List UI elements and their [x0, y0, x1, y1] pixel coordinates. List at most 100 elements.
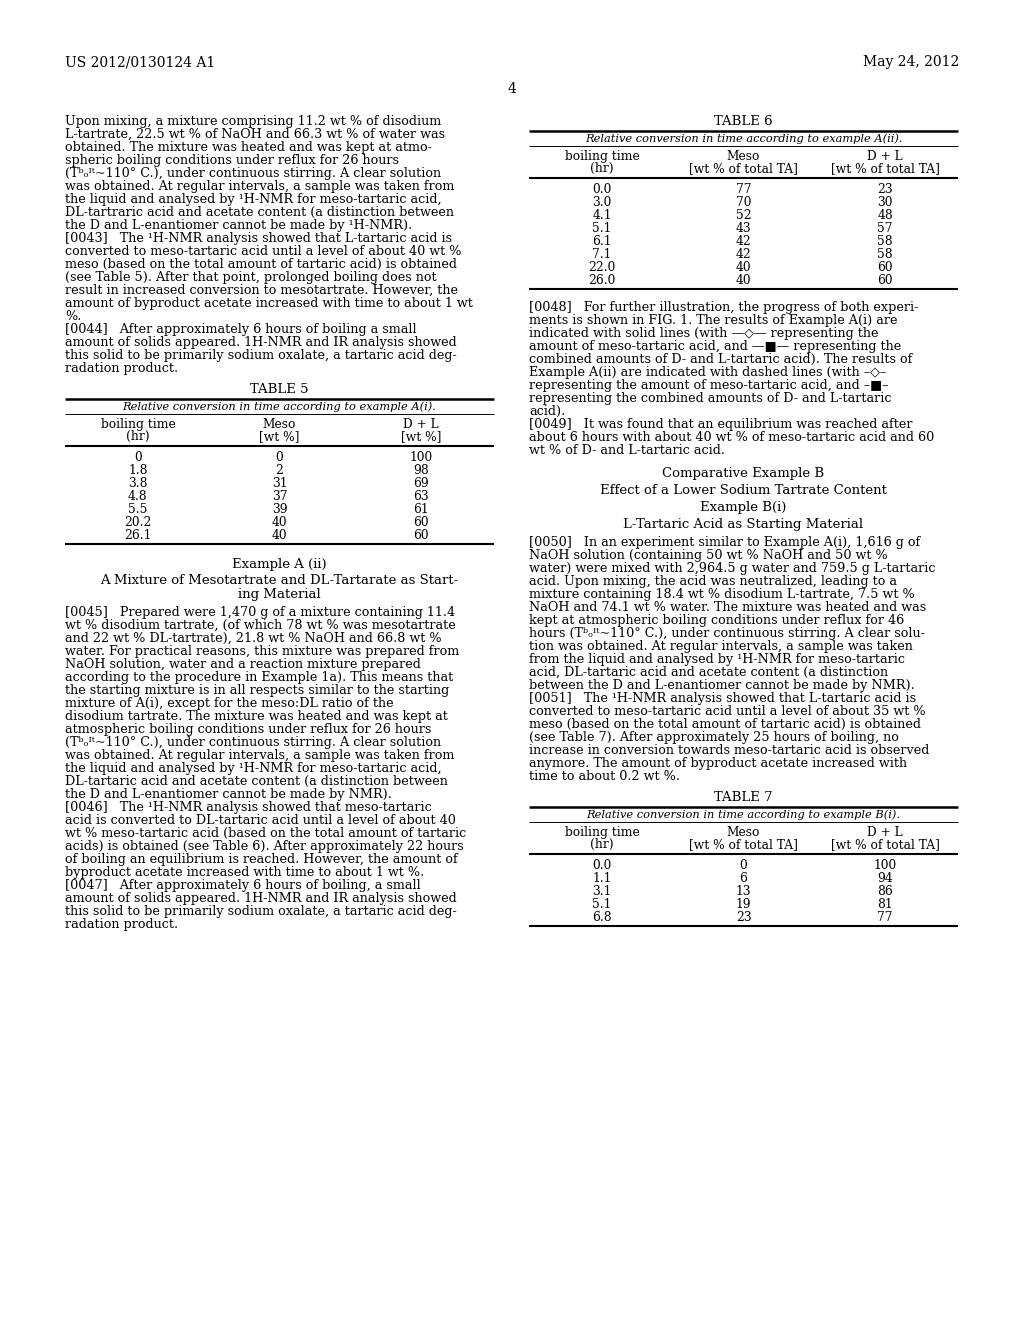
- Text: TABLE 5: TABLE 5: [250, 383, 309, 396]
- Text: 5.1: 5.1: [592, 898, 611, 911]
- Text: Meso: Meso: [727, 826, 760, 840]
- Text: 5.1: 5.1: [592, 222, 611, 235]
- Text: anymore. The amount of byproduct acetate increased with: anymore. The amount of byproduct acetate…: [529, 756, 907, 770]
- Text: (hr): (hr): [590, 838, 613, 851]
- Text: 60: 60: [878, 261, 893, 275]
- Text: radation product.: radation product.: [65, 362, 178, 375]
- Text: spheric boiling conditions under reflux for 26 hours: spheric boiling conditions under reflux …: [65, 154, 399, 168]
- Text: 3.1: 3.1: [592, 884, 611, 898]
- Text: the liquid and analysed by ¹H-NMR for meso-tartaric acid,: the liquid and analysed by ¹H-NMR for me…: [65, 193, 441, 206]
- Text: TABLE 7: TABLE 7: [714, 791, 773, 804]
- Text: amount of byproduct acetate increased with time to about 1 wt: amount of byproduct acetate increased wi…: [65, 297, 473, 310]
- Text: Example A(ii) are indicated with dashed lines (with –◇–: Example A(ii) are indicated with dashed …: [529, 366, 886, 379]
- Text: 43: 43: [735, 222, 752, 235]
- Text: and 22 wt % DL-tartrate), 21.8 wt % NaOH and 66.8 wt %: and 22 wt % DL-tartrate), 21.8 wt % NaOH…: [65, 632, 441, 645]
- Text: according to the procedure in Example 1a). This means that: according to the procedure in Example 1a…: [65, 671, 454, 684]
- Text: 40: 40: [735, 275, 752, 286]
- Text: 22.0: 22.0: [588, 261, 615, 275]
- Text: TABLE 6: TABLE 6: [714, 115, 773, 128]
- Text: [wt % of total TA]: [wt % of total TA]: [689, 838, 798, 851]
- Text: 20.2: 20.2: [124, 516, 152, 529]
- Text: meso (based on the total amount of tartaric acid) is obtained: meso (based on the total amount of tarta…: [65, 257, 457, 271]
- Text: 0.0: 0.0: [592, 183, 611, 195]
- Text: [0050]   In an experiment similar to Example A(i), 1,616 g of: [0050] In an experiment similar to Examp…: [529, 536, 921, 549]
- Text: L-Tartaric Acid as Starting Material: L-Tartaric Acid as Starting Material: [624, 517, 863, 531]
- Text: 60: 60: [878, 275, 893, 286]
- Text: 39: 39: [271, 503, 288, 516]
- Text: meso (based on the total amount of tartaric acid) is obtained: meso (based on the total amount of tarta…: [529, 718, 921, 731]
- Text: NaOH solution, water and a reaction mixture prepared: NaOH solution, water and a reaction mixt…: [65, 657, 421, 671]
- Text: boiling time: boiling time: [100, 418, 175, 432]
- Text: 52: 52: [735, 209, 752, 222]
- Text: [wt %]: [wt %]: [259, 430, 300, 444]
- Text: 86: 86: [878, 884, 893, 898]
- Text: 3.8: 3.8: [128, 477, 147, 490]
- Text: 77: 77: [878, 911, 893, 924]
- Text: [0047]   After approximately 6 hours of boiling, a small: [0047] After approximately 6 hours of bo…: [65, 879, 421, 892]
- Text: representing the combined amounts of D- and L-tartaric: representing the combined amounts of D- …: [529, 392, 892, 405]
- Text: 5.5: 5.5: [128, 503, 147, 516]
- Text: 6.8: 6.8: [592, 911, 611, 924]
- Text: 3.0: 3.0: [592, 195, 611, 209]
- Text: 6: 6: [739, 873, 748, 884]
- Text: Example A (ii): Example A (ii): [232, 558, 327, 572]
- Text: atmospheric boiling conditions under reflux for 26 hours: atmospheric boiling conditions under ref…: [65, 723, 431, 737]
- Text: (see Table 5). After that point, prolonged boiling does not: (see Table 5). After that point, prolong…: [65, 271, 436, 284]
- Text: D + L: D + L: [403, 418, 439, 432]
- Text: Relative conversion in time according to example A(i).: Relative conversion in time according to…: [123, 401, 436, 412]
- Text: 4.8: 4.8: [128, 490, 147, 503]
- Text: [0051]   The ¹H-NMR analysis showed that L-tartaric acid is: [0051] The ¹H-NMR analysis showed that L…: [529, 692, 916, 705]
- Text: wt % of D- and L-tartaric acid.: wt % of D- and L-tartaric acid.: [529, 444, 725, 457]
- Text: wt % meso-tartaric acid (based on the total amount of tartaric: wt % meso-tartaric acid (based on the to…: [65, 828, 466, 840]
- Text: acid. Upon mixing, the acid was neutralized, leading to a: acid. Upon mixing, the acid was neutrali…: [529, 576, 897, 587]
- Text: (Tᵇₒᴵᵗ~110° C.), under continuous stirring. A clear solution: (Tᵇₒᴵᵗ~110° C.), under continuous stirri…: [65, 168, 441, 180]
- Text: 6.1: 6.1: [592, 235, 611, 248]
- Text: water. For practical reasons, this mixture was prepared from: water. For practical reasons, this mixtu…: [65, 645, 459, 657]
- Text: 4.1: 4.1: [592, 209, 611, 222]
- Text: Relative conversion in time according to example B(i).: Relative conversion in time according to…: [587, 809, 900, 820]
- Text: about 6 hours with about 40 wt % of meso-tartaric acid and 60: about 6 hours with about 40 wt % of meso…: [529, 432, 934, 444]
- Text: kept at atmospheric boiling conditions under reflux for 46: kept at atmospheric boiling conditions u…: [529, 614, 904, 627]
- Text: mixture of A(i), except for the meso:DL ratio of the: mixture of A(i), except for the meso:DL …: [65, 697, 393, 710]
- Text: L-tartrate, 22.5 wt % of NaOH and 66.3 wt % of water was: L-tartrate, 22.5 wt % of NaOH and 66.3 w…: [65, 128, 445, 141]
- Text: 40: 40: [271, 529, 288, 543]
- Text: acid).: acid).: [529, 405, 565, 418]
- Text: indicated with solid lines (with —◇— representing the: indicated with solid lines (with —◇— rep…: [529, 327, 879, 341]
- Text: was obtained. At regular intervals, a sample was taken from: was obtained. At regular intervals, a sa…: [65, 180, 455, 193]
- Text: 37: 37: [271, 490, 288, 503]
- Text: hours (Tᵇₒᴵᵗ~110° C.), under continuous stirring. A clear solu-: hours (Tᵇₒᴵᵗ~110° C.), under continuous …: [529, 627, 925, 640]
- Text: May 24, 2012: May 24, 2012: [863, 55, 959, 69]
- Text: obtained. The mixture was heated and was kept at atmo-: obtained. The mixture was heated and was…: [65, 141, 432, 154]
- Text: 69: 69: [414, 477, 429, 490]
- Text: increase in conversion towards meso-tartaric acid is observed: increase in conversion towards meso-tart…: [529, 744, 930, 756]
- Text: byproduct acetate increased with time to about 1 wt %.: byproduct acetate increased with time to…: [65, 866, 424, 879]
- Text: the starting mixture is in all respects similar to the starting: the starting mixture is in all respects …: [65, 684, 450, 697]
- Text: 26.1: 26.1: [124, 529, 152, 543]
- Text: 42: 42: [735, 248, 752, 261]
- Text: [0048]   For further illustration, the progress of both experi-: [0048] For further illustration, the pro…: [529, 301, 919, 314]
- Text: (Tᵇₒᴵᵗ~110° C.), under continuous stirring. A clear solution: (Tᵇₒᴵᵗ~110° C.), under continuous stirri…: [65, 737, 441, 748]
- Text: radation product.: radation product.: [65, 917, 178, 931]
- Text: 57: 57: [878, 222, 893, 235]
- Text: amount of meso-tartaric acid, and —■— representing the: amount of meso-tartaric acid, and —■— re…: [529, 341, 901, 352]
- Text: acids) is obtained (see Table 6). After approximately 22 hours: acids) is obtained (see Table 6). After …: [65, 840, 464, 853]
- Text: the D and L-enantiomer cannot be made by ¹H-NMR).: the D and L-enantiomer cannot be made by…: [65, 219, 413, 232]
- Text: ing Material: ing Material: [239, 587, 321, 601]
- Text: Meso: Meso: [727, 150, 760, 162]
- Text: Relative conversion in time according to example A(ii).: Relative conversion in time according to…: [585, 133, 902, 144]
- Text: amount of solids appeared. 1H-NMR and IR analysis showed: amount of solids appeared. 1H-NMR and IR…: [65, 337, 457, 348]
- Text: [0046]   The ¹H-NMR analysis showed that meso-tartaric: [0046] The ¹H-NMR analysis showed that m…: [65, 801, 432, 814]
- Text: the liquid and analysed by ¹H-NMR for meso-tartaric acid,: the liquid and analysed by ¹H-NMR for me…: [65, 762, 441, 775]
- Text: of boiling an equilibrium is reached. However, the amount of: of boiling an equilibrium is reached. Ho…: [65, 853, 458, 866]
- Text: was obtained. At regular intervals, a sample was taken from: was obtained. At regular intervals, a sa…: [65, 748, 455, 762]
- Text: (hr): (hr): [590, 162, 613, 176]
- Text: 70: 70: [736, 195, 752, 209]
- Text: [wt % of total TA]: [wt % of total TA]: [830, 838, 939, 851]
- Text: US 2012/0130124 A1: US 2012/0130124 A1: [65, 55, 215, 69]
- Text: disodium tartrate. The mixture was heated and was kept at: disodium tartrate. The mixture was heate…: [65, 710, 447, 723]
- Text: [wt % of total TA]: [wt % of total TA]: [830, 162, 939, 176]
- Text: 81: 81: [878, 898, 893, 911]
- Text: 100: 100: [873, 859, 897, 873]
- Text: time to about 0.2 wt %.: time to about 0.2 wt %.: [529, 770, 680, 783]
- Text: 0: 0: [275, 451, 284, 465]
